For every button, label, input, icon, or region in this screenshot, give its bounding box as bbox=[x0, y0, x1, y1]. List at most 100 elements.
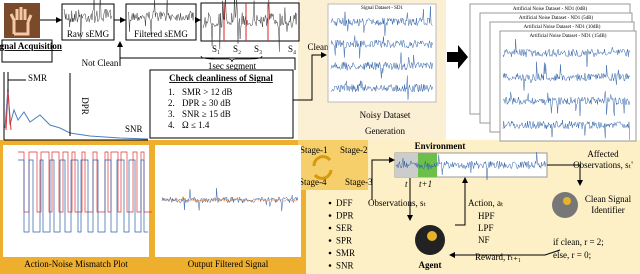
identifier-label: Identifier bbox=[591, 205, 624, 215]
rule: else, r = 0; bbox=[553, 250, 591, 260]
step-line bbox=[18, 159, 148, 233]
dataset-panel bbox=[327, 3, 437, 103]
snr-label: SNR bbox=[125, 124, 143, 134]
stage-label: Stage-4 bbox=[299, 177, 327, 187]
check-item: SMR > 12 dB bbox=[182, 87, 232, 97]
stack-title: Artificial Noise Dataset - ND1 (5dB) bbox=[519, 16, 594, 21]
bullet bbox=[328, 264, 332, 267]
action-label: Action, aₜ bbox=[468, 198, 504, 208]
stack-title: Artificial Noise Dataset - ND1 (15dB) bbox=[530, 34, 607, 39]
waveform bbox=[502, 91, 630, 116]
feature: SPR bbox=[336, 236, 352, 246]
output-caption: Output Filtered Signal bbox=[188, 259, 269, 269]
gear bbox=[427, 231, 437, 241]
waveform bbox=[330, 75, 433, 100]
environment-label: Environment bbox=[415, 141, 466, 151]
waveform bbox=[502, 39, 630, 67]
feature: DFF bbox=[336, 198, 353, 208]
segment-label: S₂ bbox=[233, 44, 241, 54]
feature: SNR bbox=[336, 261, 354, 271]
waveform bbox=[395, 151, 547, 181]
dataset-label: Generation bbox=[365, 126, 405, 136]
bullet bbox=[328, 201, 332, 205]
feature: DPR bbox=[336, 211, 354, 221]
affected-label: Observations, sₜ' bbox=[573, 160, 633, 170]
waveform bbox=[330, 35, 433, 59]
check-number: 1. bbox=[168, 87, 175, 97]
identifier-label: Clean Signal bbox=[585, 194, 632, 204]
window-t bbox=[395, 153, 418, 177]
stage-label: Stage-1 bbox=[300, 145, 328, 155]
arrow bbox=[455, 177, 468, 226]
stack-title: Artificial Noise Dataset - ND1 (10dB) bbox=[524, 25, 601, 30]
waveform bbox=[502, 120, 630, 140]
filter-label: NF bbox=[478, 235, 490, 245]
smr-label: SMR bbox=[28, 73, 47, 83]
brace bbox=[200, 55, 263, 63]
waveform bbox=[161, 188, 299, 212]
stage-bg bbox=[298, 140, 368, 190]
segment-label: S₄ bbox=[288, 44, 296, 54]
waveform bbox=[161, 196, 299, 203]
stack-title: Artificial Noise Dataset - ND1 (0dB) bbox=[513, 7, 588, 12]
feature: SMR bbox=[336, 248, 355, 258]
arrow bbox=[547, 164, 583, 186]
check-item: SNR ≥ 15 dB bbox=[182, 109, 231, 119]
stage-label: Stage-2 bbox=[340, 145, 368, 155]
not-clean-label: Not Clean bbox=[82, 58, 119, 68]
check-title: Check cleanliness of Signal bbox=[169, 73, 273, 83]
dpr-label: DPR bbox=[80, 97, 90, 115]
big-arrow bbox=[447, 45, 468, 69]
gear bbox=[563, 197, 571, 205]
bullet bbox=[328, 226, 332, 230]
check-number: 2. bbox=[168, 98, 175, 108]
segment-label: S₁ bbox=[212, 44, 220, 54]
check-item: Ω ≤ 1.4 bbox=[182, 120, 210, 130]
clean-label: Clean bbox=[308, 42, 329, 52]
cycle-arrows bbox=[312, 155, 333, 180]
filtered-label: Filtered sEMG bbox=[134, 29, 188, 39]
filter-label: LPF bbox=[478, 223, 494, 233]
bullet bbox=[328, 251, 332, 255]
segment-dividers bbox=[223, 3, 269, 41]
observations-label: Observations, sₜ bbox=[368, 198, 426, 208]
mismatch-panel bbox=[3, 145, 149, 257]
identifier-icon bbox=[552, 192, 578, 218]
waveform bbox=[202, 0, 298, 52]
raw-label: Raw sEMG bbox=[67, 29, 110, 39]
arrow bbox=[119, 57, 296, 70]
filtered-box bbox=[125, 3, 197, 41]
acq-box bbox=[1, 39, 53, 63]
feature: SER bbox=[336, 223, 353, 233]
dataset-label: Noisy Dataset bbox=[360, 110, 411, 120]
stack-frame bbox=[499, 30, 637, 142]
filter-label: HPF bbox=[478, 211, 495, 221]
dataset-title: Signal Dataset - SD1 bbox=[361, 6, 404, 11]
waveform bbox=[330, 6, 433, 36]
bullet bbox=[328, 239, 332, 242]
waveform bbox=[330, 52, 433, 79]
stack-panel: Artificial Noise Dataset - ND1 (15dB) bbox=[499, 30, 637, 142]
segment-note: 1sec segment bbox=[208, 61, 257, 71]
waveform bbox=[127, 0, 195, 35]
acq-label: Signal Acquisition bbox=[0, 41, 62, 51]
arrow bbox=[449, 249, 561, 258]
hand bbox=[9, 7, 33, 36]
bullet bbox=[328, 214, 332, 217]
t1-label: t+1 bbox=[419, 179, 432, 189]
arrow bbox=[293, 52, 327, 101]
waveform bbox=[63, 0, 112, 39]
agent-label: Agent bbox=[419, 260, 442, 270]
segment-label: S₃ bbox=[254, 44, 262, 54]
rule: if clean, r = 2; bbox=[553, 237, 604, 247]
waveform bbox=[502, 61, 630, 91]
t-label: t bbox=[405, 179, 408, 189]
arrow bbox=[371, 157, 395, 200]
stage-label: Stage-3 bbox=[345, 177, 373, 187]
step-line bbox=[18, 151, 152, 213]
check-box bbox=[149, 69, 294, 139]
reward-label: Reward, rₜ₊₁ bbox=[475, 252, 521, 262]
spectrum-peak bbox=[5, 91, 12, 131]
affected-label: Affected bbox=[587, 149, 619, 159]
